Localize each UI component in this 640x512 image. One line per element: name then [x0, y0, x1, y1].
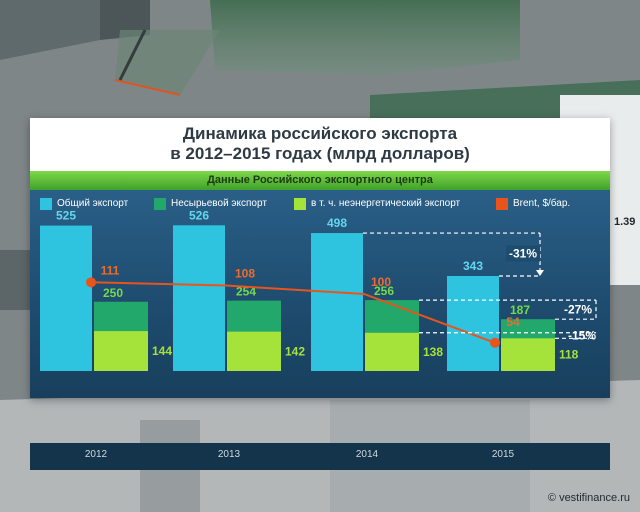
chart-title-line-1: Динамика российского экспорта — [182, 124, 458, 143]
data-label-non-commodity: 187 — [510, 303, 530, 317]
x-tick-label: 2015 — [491, 449, 515, 460]
data-label-brent: 108 — [235, 267, 255, 281]
source-banner: Данные Российского экспортного центра — [30, 171, 610, 190]
data-label-brent: 54 — [506, 315, 520, 329]
bar-non-energy — [365, 332, 419, 371]
data-label-non-energy: 144 — [152, 344, 172, 358]
legend-label-brent: Brent, $/бар. — [513, 198, 571, 209]
legend-swatch-non-commodity — [154, 198, 166, 210]
bar-non-energy — [227, 331, 281, 371]
data-label-total: 343 — [463, 259, 483, 273]
annotation-non-energy-change: -15% — [568, 329, 596, 343]
arrow-head — [536, 269, 544, 276]
annotation-non-commodity-change: -27% — [564, 303, 592, 317]
data-label-non-energy: 138 — [423, 345, 443, 359]
chart-panel: Динамика российского экспорта в 2012–201… — [30, 118, 610, 470]
data-label-non-commodity: 256 — [374, 284, 394, 298]
data-label-non-commodity: 250 — [103, 286, 123, 300]
chart-area: Общий экспорт Несырьевой экспорт в т. ч.… — [30, 190, 610, 470]
brent-line — [90, 281, 496, 344]
legend-swatch-brent — [496, 198, 508, 210]
annotation-total-change: -31% — [509, 247, 537, 261]
source-watermark: © vestifinance.ru — [547, 492, 630, 504]
legend-label-non-commodity: Несырьевой экспорт — [171, 198, 267, 209]
data-label-brent: 111 — [101, 263, 120, 277]
x-tick-label: 2012 — [84, 449, 108, 460]
chart-title: Динамика российского экспорта в 2012–201… — [30, 124, 610, 164]
bar-total-export — [40, 225, 92, 371]
bar-total-export — [311, 233, 363, 371]
x-tick-label: 2013 — [217, 449, 241, 460]
bar-non-energy — [94, 331, 148, 371]
bar-total-export — [447, 275, 499, 371]
data-label-total: 525 — [56, 209, 76, 223]
brent-point — [86, 277, 96, 288]
svg-text:1.39: 1.39 — [614, 216, 635, 228]
data-label-total: 498 — [327, 216, 347, 230]
legend-swatch-non-energy — [294, 198, 306, 210]
chart-title-line-2: в 2012–2015 годах (млрд долларов) — [170, 144, 470, 163]
data-label-brent: 100 — [371, 275, 391, 289]
legend-swatch-total — [40, 198, 52, 210]
data-label-non-energy: 142 — [285, 344, 305, 358]
brent-point — [490, 337, 500, 348]
bar-non-energy — [501, 338, 555, 371]
x-tick-label: 2014 — [355, 449, 379, 460]
data-label-non-commodity: 254 — [236, 285, 256, 299]
data-label-non-energy: 118 — [559, 348, 579, 362]
annotation-bg — [506, 245, 540, 262]
bar-total-export — [173, 225, 225, 371]
year-axis: 2012 2013 2014 2015 — [30, 443, 610, 470]
legend-label-total: Общий экспорт — [57, 198, 129, 209]
data-label-total: 526 — [189, 208, 209, 222]
legend-label-non-energy: в т. ч. неэнергетический экспорт — [311, 198, 461, 209]
chart-plot: 525 250 144 526 254 142 498 256 138 343 187 118 111 1… — [40, 208, 597, 371]
